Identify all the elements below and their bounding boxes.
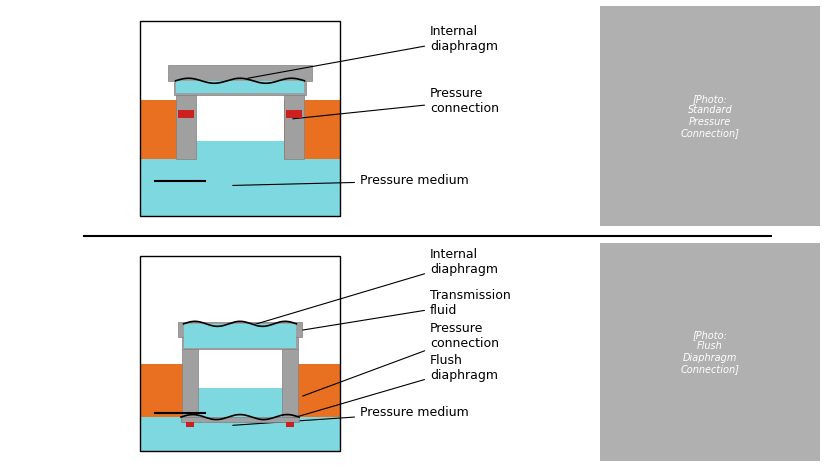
- Bar: [140, 141, 340, 216]
- Bar: [286, 422, 294, 427]
- Bar: [140, 255, 340, 450]
- Text: Internal
diaphragm: Internal diaphragm: [253, 248, 498, 325]
- Text: Internal
diaphragm: Internal diaphragm: [248, 25, 498, 78]
- FancyBboxPatch shape: [600, 243, 820, 461]
- Bar: [284, 100, 340, 159]
- Bar: [286, 110, 302, 118]
- Text: Flush
diaphragm: Flush diaphragm: [282, 354, 498, 421]
- Bar: [290, 365, 340, 417]
- Bar: [168, 65, 313, 81]
- Text: Pressure
connection: Pressure connection: [303, 322, 499, 396]
- Bar: [140, 100, 196, 159]
- FancyBboxPatch shape: [600, 6, 820, 226]
- Bar: [181, 417, 299, 422]
- Bar: [182, 349, 198, 417]
- Bar: [140, 21, 340, 216]
- Bar: [182, 337, 298, 349]
- Text: [Photo:
Standard
Pressure
Connection]: [Photo: Standard Pressure Connection]: [680, 94, 739, 138]
- Bar: [176, 89, 196, 159]
- Bar: [284, 89, 304, 159]
- Bar: [173, 81, 307, 95]
- Bar: [186, 422, 194, 427]
- Bar: [282, 349, 298, 417]
- Bar: [181, 417, 299, 450]
- Text: Pressure medium: Pressure medium: [233, 174, 468, 187]
- Bar: [178, 322, 302, 337]
- Text: Pressure
connection: Pressure connection: [292, 87, 499, 119]
- Text: Transmission
fluid: Transmission fluid: [303, 289, 510, 330]
- Text: [Photo:
Flush
Diaphragm
Connection]: [Photo: Flush Diaphragm Connection]: [680, 330, 739, 374]
- Bar: [140, 365, 190, 417]
- Bar: [176, 81, 304, 93]
- Bar: [184, 324, 297, 348]
- Bar: [140, 388, 340, 450]
- Text: Pressure medium: Pressure medium: [233, 406, 468, 425]
- Bar: [178, 110, 194, 118]
